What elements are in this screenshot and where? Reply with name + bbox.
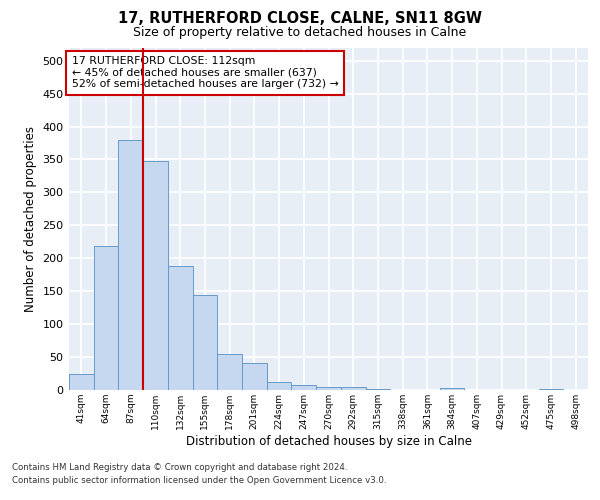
Bar <box>118 140 143 390</box>
Bar <box>217 354 242 390</box>
Text: 17, RUTHERFORD CLOSE, CALNE, SN11 8GW: 17, RUTHERFORD CLOSE, CALNE, SN11 8GW <box>118 11 482 26</box>
Bar <box>143 161 168 390</box>
Text: 17 RUTHERFORD CLOSE: 112sqm
← 45% of detached houses are smaller (637)
52% of se: 17 RUTHERFORD CLOSE: 112sqm ← 45% of det… <box>71 56 338 90</box>
Bar <box>193 295 217 390</box>
Text: Contains HM Land Registry data © Crown copyright and database right 2024.: Contains HM Land Registry data © Crown c… <box>12 462 347 471</box>
Bar <box>440 388 464 390</box>
Y-axis label: Number of detached properties: Number of detached properties <box>24 126 37 312</box>
Text: Size of property relative to detached houses in Calne: Size of property relative to detached ho… <box>133 26 467 39</box>
Text: Contains public sector information licensed under the Open Government Licence v3: Contains public sector information licen… <box>12 476 386 485</box>
Bar <box>168 266 193 390</box>
Bar <box>316 386 341 390</box>
Bar <box>94 246 118 390</box>
Bar <box>267 382 292 390</box>
Bar <box>341 388 365 390</box>
Text: Distribution of detached houses by size in Calne: Distribution of detached houses by size … <box>186 435 472 448</box>
Bar <box>292 384 316 390</box>
Bar <box>69 374 94 390</box>
Bar <box>242 363 267 390</box>
